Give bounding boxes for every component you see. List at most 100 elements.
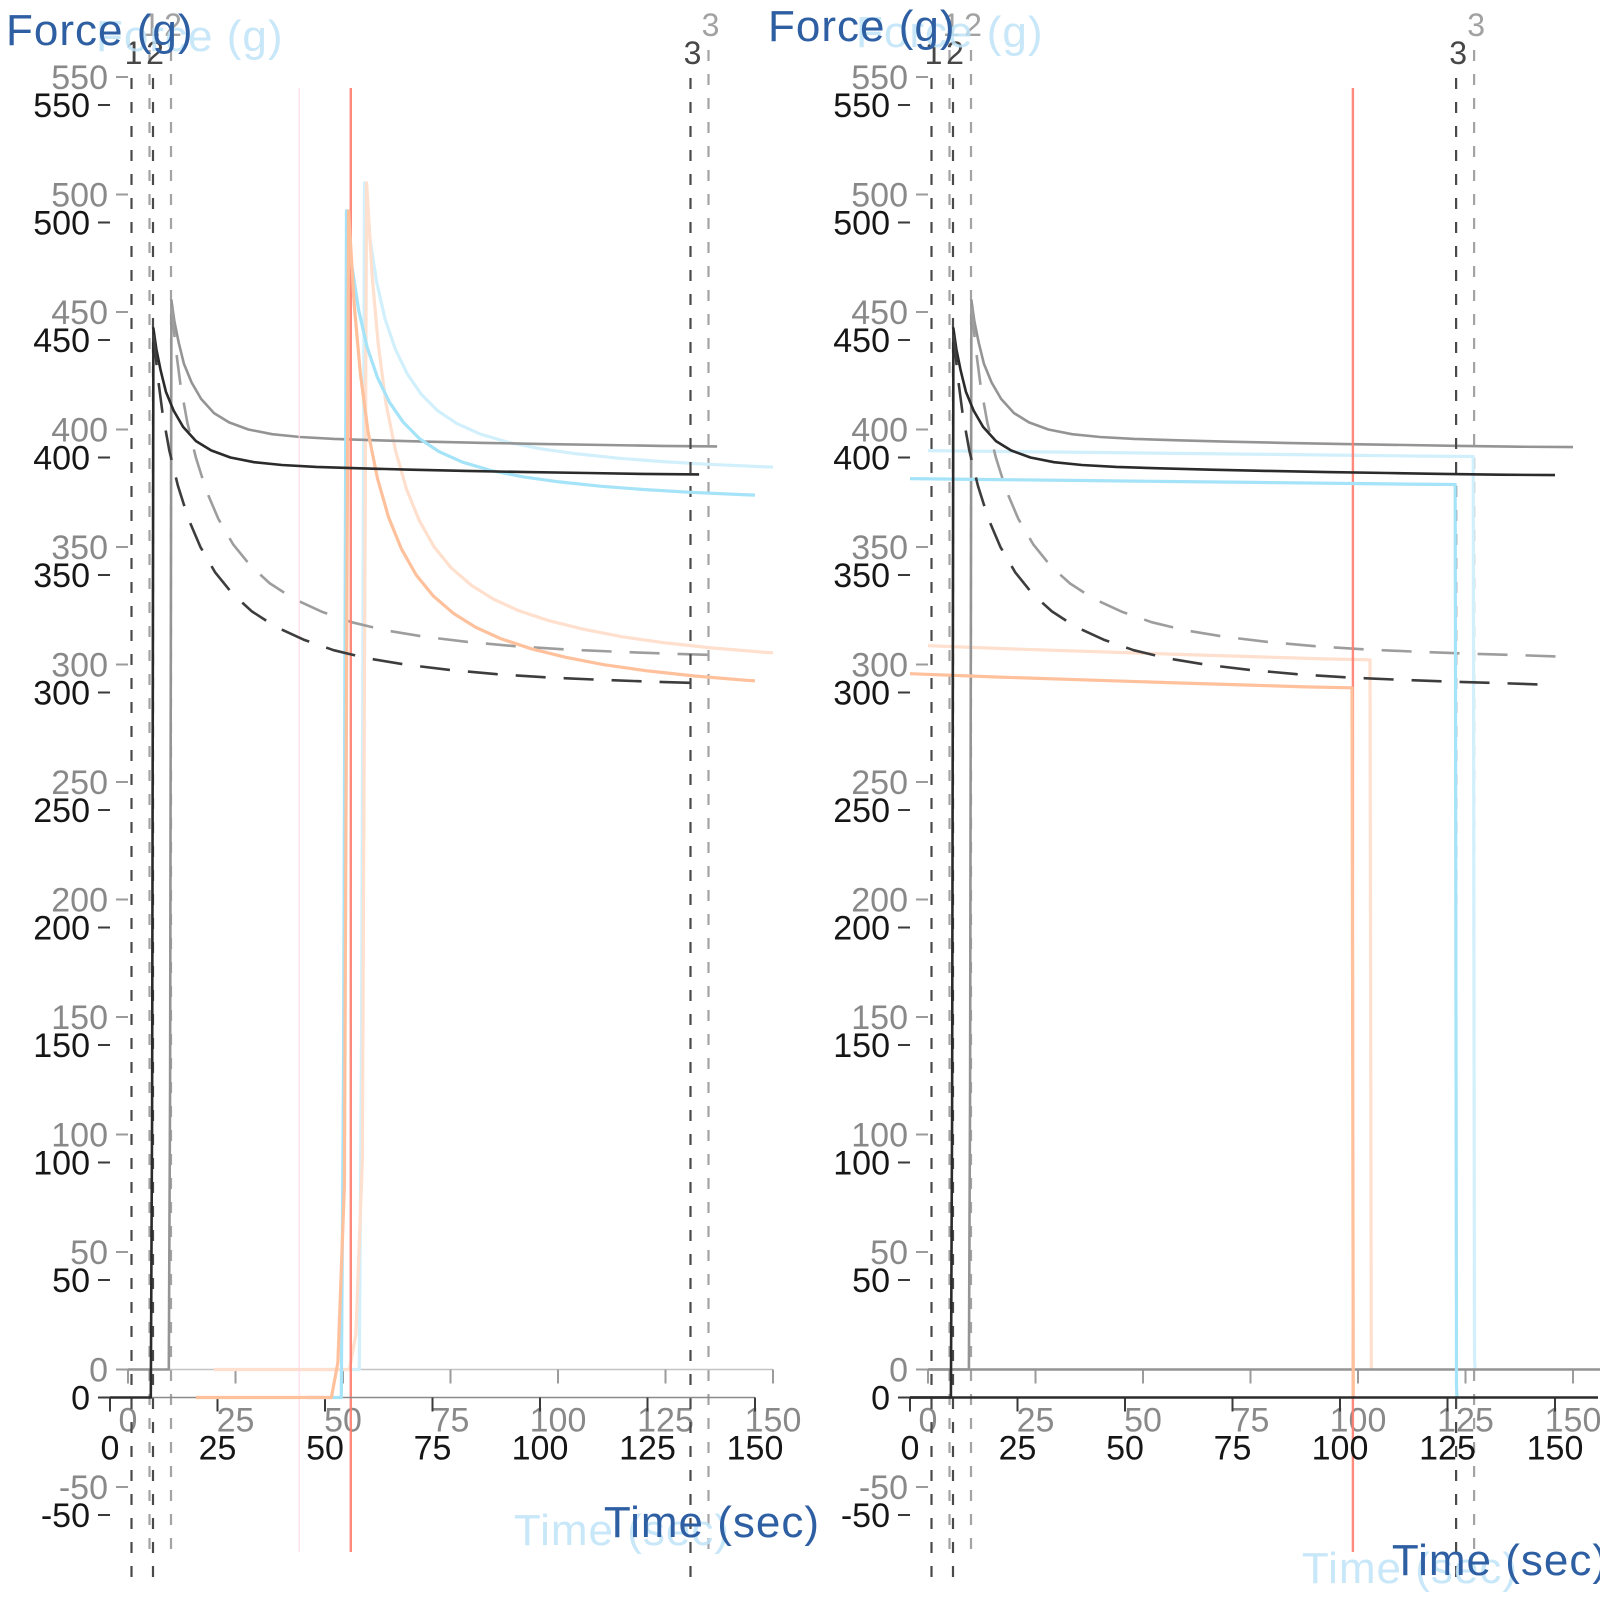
y-tick-label: 150	[833, 1027, 890, 1065]
event-label-2: 2	[164, 7, 182, 43]
series-cyan-trace	[909, 477, 1459, 1398]
y-tick-label: 150	[51, 999, 108, 1037]
y-tick-label: 50	[870, 1234, 908, 1272]
y-tick-label: 200	[33, 910, 90, 948]
y-tick-label: 50	[52, 1262, 90, 1300]
x-tick-label: 50	[324, 1402, 362, 1440]
x-tick-label: 25	[999, 1430, 1037, 1468]
y-tick-label: 300	[51, 647, 108, 685]
series-force-dashed	[970, 307, 1574, 659]
y-tick-label: 250	[33, 792, 90, 830]
y-tick-label: 100	[33, 1145, 90, 1183]
y-tick-label: 350	[851, 529, 908, 567]
x-tick-label: 50	[1106, 1430, 1144, 1468]
x-tick-label: 75	[414, 1430, 452, 1468]
y-tick-label: 0	[71, 1380, 90, 1418]
y-tick-label: -50	[41, 1497, 90, 1535]
event-label-1: 1	[925, 35, 943, 71]
y-tick-label: 450	[33, 322, 90, 360]
x-tick-label: 150	[727, 1430, 784, 1468]
y-tick-label: 300	[833, 675, 890, 713]
y-tick-label: 550	[51, 59, 108, 97]
x-tick-label: 100	[512, 1430, 569, 1468]
series-force-solid	[928, 299, 1574, 1371]
y-tick-label: 400	[851, 412, 908, 450]
series-force-dashed	[152, 335, 700, 685]
y-tick-label: 550	[33, 87, 90, 125]
x-tick-label: 125	[619, 1430, 676, 1468]
x-tick-label: 0	[901, 1430, 920, 1468]
event-label-3: 3	[1449, 35, 1467, 71]
y-tick-label: 300	[851, 647, 908, 685]
y-tick-label: 400	[833, 440, 890, 478]
series-cyan-trace	[307, 209, 756, 1400]
series-orange-trace	[927, 644, 1373, 1370]
series-force-solid	[910, 327, 1556, 1399]
series-force-solid	[128, 299, 718, 1371]
x-tick-label: 25	[217, 1402, 255, 1440]
y-tick-label: 500	[833, 205, 890, 243]
x-tick-label: 25	[1017, 1402, 1055, 1440]
x-tick-label: 25	[199, 1430, 237, 1468]
y-tick-label: 350	[51, 529, 108, 567]
event-label-1: 1	[943, 7, 961, 43]
x-tick-label: 50	[1124, 1402, 1162, 1440]
series-force-dashed	[952, 335, 1556, 687]
y-tick-label: -50	[841, 1497, 890, 1535]
x-tick-label: 75	[432, 1402, 470, 1440]
x-tick-label: 0	[119, 1402, 138, 1440]
event-label-3: 3	[702, 7, 720, 43]
y-tick-label: 250	[833, 792, 890, 830]
y-tick-label: 450	[833, 322, 890, 360]
y-tick-label: 100	[851, 1117, 908, 1155]
y-tick-label: 0	[89, 1352, 108, 1390]
event-label-3: 3	[1467, 7, 1485, 43]
series-force-dashed	[170, 307, 718, 657]
y-tick-label: 50	[852, 1262, 890, 1300]
series-cyan-trace	[927, 449, 1477, 1370]
panel-left-ghost: 1 2 30 25 50 75 100 125 150-50050100150200250300…	[51, 7, 801, 1554]
y-tick-label: 450	[51, 294, 108, 332]
panel-right-ghost: 1 2 30 25 50 75 100 125 150-50050100150200250300…	[851, 7, 1600, 1554]
y-tick-label: 300	[33, 675, 90, 713]
y-tick-label: 550	[851, 59, 908, 97]
y-tick-label: 350	[833, 557, 890, 595]
y-tick-label: 350	[33, 557, 90, 595]
y-tick-label: 200	[851, 882, 908, 920]
x-tick-label: 125	[1419, 1430, 1476, 1468]
y-tick-label: 400	[51, 412, 108, 450]
y-tick-label: 550	[833, 87, 890, 125]
x-tick-label: 100	[1312, 1430, 1369, 1468]
y-tick-label: 400	[33, 440, 90, 478]
y-tick-label: 50	[70, 1234, 108, 1272]
event-label-1: 1	[143, 7, 161, 43]
x-tick-label: 150	[1545, 1402, 1600, 1440]
y-tick-label: 150	[851, 999, 908, 1037]
y-tick-label: -50	[859, 1469, 908, 1507]
x-tick-label: 50	[306, 1430, 344, 1468]
event-label-2: 2	[146, 35, 164, 71]
y-tick-label: 200	[833, 910, 890, 948]
panel-right: 1 2 30 25 50 75 100 125 150-50050100150200250300…	[833, 35, 1598, 1582]
y-tick-label: 500	[851, 177, 908, 215]
event-label-2: 2	[964, 7, 982, 43]
y-tick-label: 200	[51, 882, 108, 920]
panel-left: 1 2 30 25 50 75 100 125 150-50050100150200250300…	[33, 35, 783, 1582]
y-tick-label: 450	[851, 294, 908, 332]
event-label-3: 3	[684, 35, 702, 71]
event-label-1: 1	[125, 35, 143, 71]
series-cyan-trace	[325, 181, 774, 1372]
y-tick-label: 150	[33, 1027, 90, 1065]
series-force-solid	[110, 327, 700, 1399]
y-tick-label: 500	[51, 177, 108, 215]
y-tick-label: 100	[51, 1117, 108, 1155]
y-tick-label: -50	[59, 1469, 108, 1507]
y-tick-label: 250	[851, 764, 908, 802]
x-tick-label: 75	[1232, 1402, 1270, 1440]
series-orange-trace	[214, 181, 774, 1372]
y-tick-label: 250	[51, 764, 108, 802]
x-tick-label: 0	[101, 1430, 120, 1468]
y-tick-label: 500	[33, 205, 90, 243]
